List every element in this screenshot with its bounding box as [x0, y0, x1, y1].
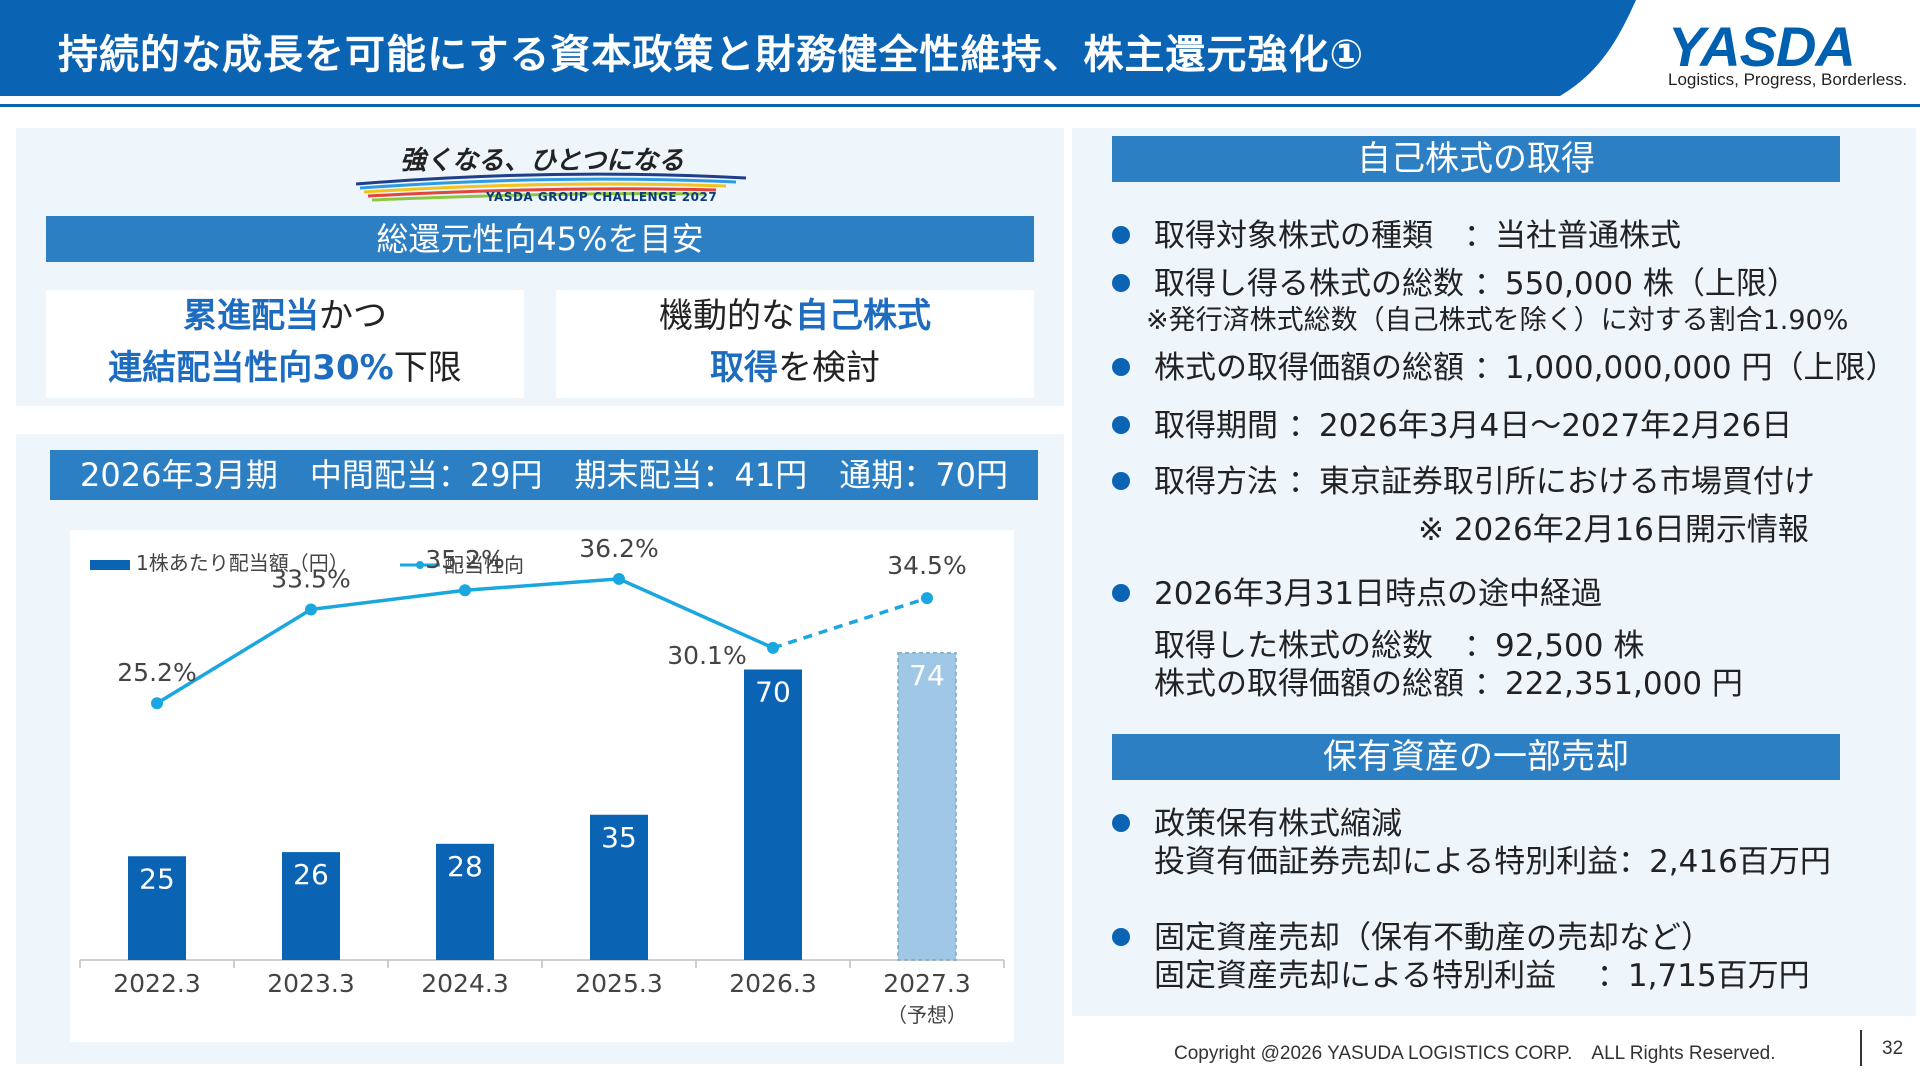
payout-ratio-point	[305, 603, 317, 616]
consider-text: を検討	[778, 348, 880, 388]
progressive-dividend-box: 累進配当かつ 連結配当性向30%下限	[46, 290, 524, 398]
return-policy-panel: 強くなる、ひとつになる YASDA GROUP CHALLENGE 2027 総…	[16, 128, 1064, 406]
bar-value-label: 35	[601, 821, 637, 854]
item-text: 2026年3月31日時点の途中経過	[1154, 576, 1603, 612]
bar-value-label: 25	[139, 862, 175, 895]
bullet-icon	[1112, 226, 1130, 244]
payout-ratio-label: 33.5%	[271, 564, 350, 593]
progress-shares: 取得した株式の総数 ：92,500 株	[1154, 628, 1645, 664]
bar-value-label: 26	[293, 858, 329, 891]
banner-swoosh	[356, 172, 747, 202]
item-text: 株式の取得価額の総額 ：1,000,000,000 円（上限）	[1154, 350, 1897, 386]
dividend-bar	[128, 856, 186, 960]
buyback-item-max-shares: 取得し得る株式の総数 ：550,000 株（上限）	[1112, 258, 1798, 303]
payout-ratio-label: 35.2%	[425, 545, 504, 574]
dividend-bar	[590, 814, 648, 960]
buyback-item-stock-type: 取得対象株式の種類 ：当社普通株式	[1112, 210, 1681, 255]
payout-ratio-label: 25.2%	[117, 658, 196, 687]
lower-limit-text: 下限	[393, 348, 462, 388]
buyback-item-max-amount: 株式の取得価額の総額 ：1,000,000,000 円（上限）	[1112, 342, 1897, 387]
banner-subtitle: YASDA GROUP CHALLENGE 2027	[486, 190, 718, 204]
logo-tagline: Logistics, Progress, Borderless.	[1668, 70, 1908, 89]
total-return-ratio-heading: 総還元性向45%を目安	[46, 216, 1034, 262]
banner-slogan: 強くなる、ひとつになる	[400, 146, 685, 176]
dividend-bar	[282, 852, 340, 960]
dividend-chart: 1株あたり配当額（円） 配当性向 25 2022.3 26 2023.3 28 2024.3 3…	[70, 530, 1014, 1042]
securities-gain: 投資有価証券売却による特別利益：2,416百万円	[1154, 844, 1831, 880]
dividend-chart-svg: 1株あたり配当額（円） 配当性向 25 2022.3 26 2023.3 28 2024.3 3…	[79, 534, 1005, 1027]
asset-sale-heading: 保有資産の一部売却	[1112, 734, 1840, 780]
buyback-item-period: 取得期間 ：2026年3月4日～2027年2月26日	[1112, 400, 1792, 445]
bullet-icon	[1112, 358, 1130, 376]
flexible-text: 機動的な	[659, 296, 795, 336]
dividend-bar	[436, 843, 494, 960]
x-tick-label: 2025.3	[575, 969, 662, 998]
item-text: 取得対象株式の種類 ：当社普通株式	[1154, 218, 1681, 254]
copyright-text: Copyright @2026 YASUDA LOGISTICS CORP. A…	[1174, 1043, 1776, 1064]
dividend-bar	[744, 669, 802, 960]
dividend-bar	[897, 652, 957, 961]
payout-ratio-label: 30.1%	[667, 641, 746, 670]
x-tick-note: （予想）	[887, 1003, 967, 1027]
capital-measures-panel: 自己株式の取得 取得対象株式の種類 ：当社普通株式 取得し得る株式の総数 ：55…	[1072, 128, 1916, 1016]
item-text: 固定資産売却（保有不動産の売却など）	[1154, 920, 1712, 956]
footer-divider	[1860, 1030, 1862, 1066]
bullet-icon	[1112, 274, 1130, 292]
acquisition-text: 取得	[710, 348, 778, 388]
asset-sale-item-fixed-assets: 固定資産売却（保有不動産の売却など）	[1112, 912, 1712, 957]
payout-ratio-point	[767, 641, 779, 654]
disclosure-note: ※ 2026年2月16日開示情報	[1418, 512, 1809, 548]
payout-ratio-point	[613, 572, 625, 585]
buyback-item-method: 取得方法 ：東京証券取引所における市場買付け	[1112, 456, 1815, 501]
dividend-panel: 2026年3月期 中間配当：29円 期末配当：41円 通期：70円 1株あたり配…	[16, 434, 1064, 1064]
x-tick-label: 2026.3	[729, 969, 816, 998]
bullet-icon	[1112, 416, 1130, 434]
page-title: 持続的な成長を可能にする資本政策と財務健全性維持、株主還元強化①	[58, 32, 1365, 78]
challenge-2027-banner: 強くなる、ひとつになる YASDA GROUP CHALLENGE 2027	[356, 138, 756, 206]
company-logo: YASDA Logistics, Progress, Borderless.	[1660, 14, 1907, 94]
bullet-icon	[1112, 584, 1130, 602]
bullet-icon	[1112, 928, 1130, 946]
payout-ratio-label: 36.2%	[579, 534, 658, 563]
dividend-summary-heading: 2026年3月期 中間配当：29円 期末配当：41円 通期：70円	[50, 450, 1038, 500]
buyback-policy-box: 機動的な自己株式 取得を検討	[556, 290, 1034, 398]
x-tick-label: 2024.3	[421, 969, 508, 998]
legend-bar-label: 1株あたり配当額（円）	[136, 551, 349, 575]
item-text: 取得期間 ：2026年3月4日～2027年2月26日	[1154, 408, 1793, 444]
x-tick-label: 2022.3	[113, 969, 200, 998]
payout-ratio-text: 連結配当性向30%	[108, 348, 394, 388]
bar-value-label: 74	[909, 659, 945, 692]
buyback-item-progress: 2026年3月31日時点の途中経過	[1112, 568, 1602, 613]
x-tick-label: 2023.3	[267, 969, 354, 998]
asset-sale-item-cross-holdings: 政策保有株式縮減	[1112, 798, 1402, 843]
header-bar: 持続的な成長を可能にする資本政策と財務健全性維持、株主還元強化① YASDA L…	[0, 0, 1920, 110]
payout-ratio-point	[459, 584, 471, 597]
bar-value-label: 70	[755, 676, 791, 709]
item-text: 取得方法 ：東京証券取引所における市場買付け	[1154, 464, 1815, 500]
bullet-icon	[1112, 814, 1130, 832]
ratio-note: ※発行済株式総数（自己株式を除く）に対する割合1.90%	[1146, 305, 1849, 336]
header-background	[0, 0, 1920, 107]
x-tick-label: 2027.3	[883, 969, 970, 998]
item-text: 取得し得る株式の総数 ：550,000 株（上限）	[1154, 266, 1798, 302]
legend-bar-swatch	[90, 560, 130, 570]
payout-ratio-label: 34.5%	[887, 551, 966, 580]
treasury-stock-text: 自己株式	[795, 296, 931, 336]
page-number: 32	[1882, 1038, 1904, 1059]
bullet-icon	[1112, 472, 1130, 490]
payout-ratio-forecast-line	[772, 596, 928, 650]
payout-ratio-point	[151, 697, 163, 710]
logo-wordmark: YASDA	[1668, 15, 1856, 78]
and-text: かつ	[319, 296, 387, 336]
payout-ratio-point	[921, 592, 933, 605]
buyback-heading: 自己株式の取得	[1112, 136, 1840, 182]
legend-line-marker	[416, 561, 424, 569]
progress-amount: 株式の取得価額の総額 ：222,351,000 円	[1154, 666, 1743, 702]
bar-value-label: 28	[447, 850, 483, 883]
item-text: 政策保有株式縮減	[1154, 806, 1402, 842]
fixed-asset-gain: 固定資産売却による特別利益 ：1,715百万円	[1154, 958, 1810, 994]
progressive-dividend-text: 累進配当	[183, 296, 319, 336]
legend-line-label: 配当性向	[444, 553, 524, 577]
